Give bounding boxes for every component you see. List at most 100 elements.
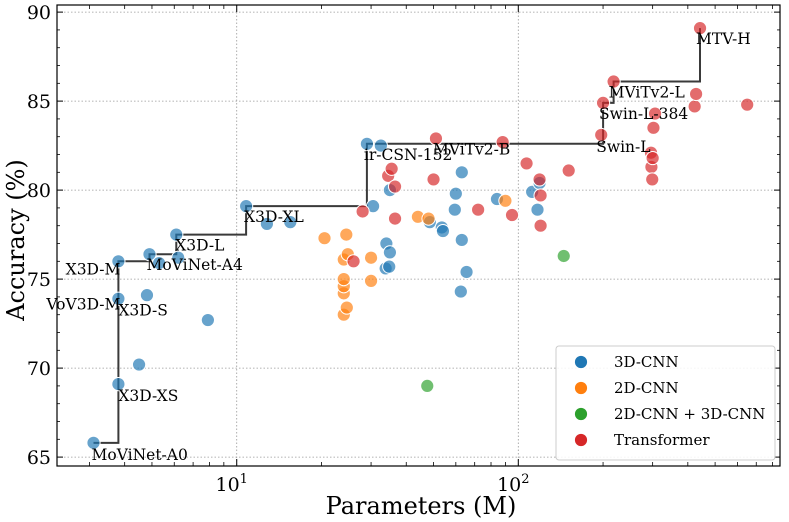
- data-point: [387, 179, 403, 194]
- data-point: [594, 127, 609, 143]
- legend-label: 2D-CNN: [614, 379, 679, 397]
- data-point: [495, 134, 510, 150]
- data-point: [519, 156, 534, 171]
- data-point: [646, 120, 661, 135]
- data-point: [533, 188, 548, 203]
- data-point: [647, 106, 663, 121]
- data-point: [561, 163, 576, 178]
- data-point: [426, 172, 441, 187]
- y-tick-label: 75: [27, 269, 51, 291]
- legend-marker: [573, 380, 589, 396]
- data-point: [420, 378, 435, 394]
- data-point: [447, 202, 462, 217]
- data-point: [606, 74, 621, 89]
- data-point: [283, 215, 298, 230]
- point-annotation: Swin-L-384: [599, 105, 688, 123]
- data-point: [421, 211, 436, 226]
- data-point: [339, 300, 354, 315]
- data-point: [454, 165, 469, 180]
- data-point: [111, 377, 126, 392]
- data-point: [142, 247, 157, 262]
- data-point: [448, 186, 463, 201]
- data-point: [740, 97, 755, 112]
- data-point: [595, 95, 611, 110]
- data-point: [387, 211, 403, 226]
- point-annotation: X3D-XS: [118, 387, 178, 405]
- y-tick-label: 80: [27, 180, 51, 202]
- point-annotation: X3D-XL: [244, 208, 304, 226]
- data-point: [86, 435, 101, 450]
- legend-marker: [573, 354, 589, 370]
- data-point: [363, 250, 379, 265]
- x-tick-label: 102: [497, 472, 529, 496]
- legend-marker: [573, 406, 589, 422]
- legend-label: 2D-CNN + 3D-CNN: [614, 405, 765, 423]
- data-point: [111, 291, 126, 306]
- data-point: [139, 288, 155, 303]
- data-point: [533, 218, 548, 233]
- point-annotation: X3D-L: [175, 237, 224, 255]
- data-point: [111, 254, 126, 269]
- y-tick-label: 65: [27, 447, 51, 469]
- data-point: [317, 231, 332, 246]
- point-annotation: MTV-H: [696, 30, 751, 48]
- data-point: [339, 227, 354, 242]
- data-point: [645, 150, 660, 166]
- data-point: [384, 161, 399, 176]
- data-point: [382, 245, 398, 260]
- data-point: [346, 254, 361, 269]
- point-annotation: MoViNet-A0: [92, 446, 188, 464]
- data-point: [459, 264, 474, 280]
- data-point: [259, 216, 275, 232]
- data-point: [498, 193, 513, 208]
- data-point: [471, 202, 486, 217]
- legend-box: [555, 345, 776, 461]
- data-point: [151, 255, 167, 271]
- data-point: [504, 207, 520, 223]
- point-annotation: MoViNet-A4: [146, 256, 242, 274]
- plot-frame: [56, 4, 781, 467]
- data-point: [169, 227, 184, 242]
- data-point: [453, 284, 468, 299]
- data-point: [336, 272, 351, 287]
- point-annotation: MViTv2-L: [609, 84, 685, 102]
- point-annotation: Swin-L: [596, 138, 650, 156]
- x-tick-label: 101: [215, 472, 247, 496]
- y-axis-label: Accuracy (%): [2, 159, 30, 322]
- data-point: [530, 202, 545, 217]
- data-point: [359, 136, 375, 151]
- data-point: [363, 273, 379, 288]
- legend: 3D-CNN 2D-CNN 2D-CNN + 3D-CNN Transformer: [555, 345, 776, 461]
- data-point: [532, 172, 547, 187]
- data-point: [355, 204, 370, 219]
- data-point: [556, 248, 571, 264]
- point-annotation: X3D-M: [66, 260, 121, 278]
- legend-marker: [573, 432, 589, 448]
- point-annotation: VoV3D-M: [45, 296, 120, 314]
- data-point: [382, 259, 397, 274]
- data-point: [454, 232, 469, 248]
- y-tick-label: 70: [27, 358, 51, 380]
- data-point: [131, 357, 147, 372]
- data-point: [200, 312, 215, 328]
- data-point: [435, 223, 451, 239]
- data-point: [692, 21, 708, 36]
- y-tick-label: 85: [27, 91, 51, 113]
- y-tick-label: 90: [27, 2, 51, 24]
- point-annotation: MViTv2-B: [433, 140, 510, 158]
- point-annotation: ir-CSN-152: [364, 146, 452, 164]
- data-point: [373, 138, 388, 153]
- axis-ticks: 65 70 75 80 85 90 101 102: [27, 2, 780, 496]
- x-axis-label: Parameters (M): [326, 492, 517, 520]
- data-point: [688, 86, 704, 102]
- point-annotation: X3D-S: [118, 302, 167, 320]
- data-point: [428, 131, 444, 146]
- data-point: [687, 99, 702, 114]
- legend-label: Transformer: [614, 431, 710, 449]
- data-point: [645, 172, 660, 187]
- data-points: [86, 21, 755, 450]
- legend-label: 3D-CNN: [614, 353, 679, 371]
- data-point: [171, 250, 186, 265]
